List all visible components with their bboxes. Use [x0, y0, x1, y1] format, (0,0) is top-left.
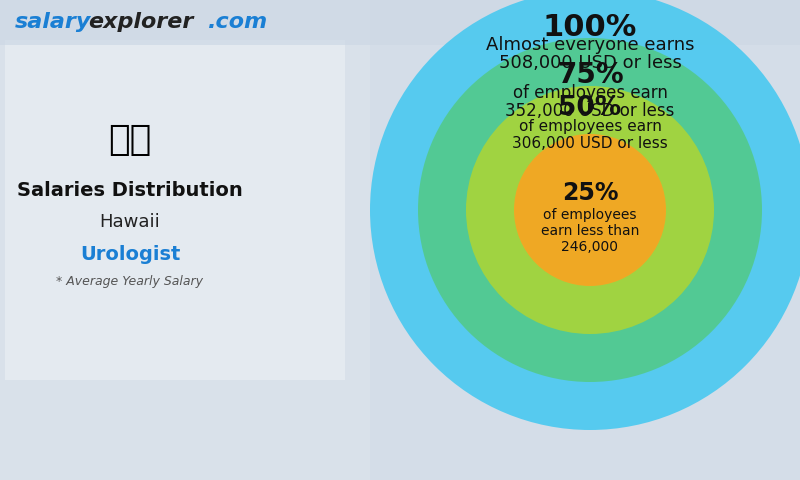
Text: .com: .com	[208, 12, 268, 32]
Text: 🇺🇸: 🇺🇸	[108, 123, 152, 157]
Circle shape	[418, 38, 762, 382]
Bar	[0, 0, 800, 45]
Text: 508,000 USD or less: 508,000 USD or less	[498, 54, 682, 72]
Circle shape	[514, 134, 666, 286]
Text: Almost everyone earns: Almost everyone earns	[486, 36, 694, 54]
Text: 100%: 100%	[543, 12, 637, 41]
Text: 306,000 USD or less: 306,000 USD or less	[512, 136, 668, 152]
Bar	[0, 0, 370, 480]
Text: * Average Yearly Salary: * Average Yearly Salary	[57, 276, 203, 288]
Text: 75%: 75%	[557, 61, 623, 89]
Text: of employees earn: of employees earn	[518, 119, 662, 133]
Text: 25%: 25%	[562, 181, 618, 205]
Text: 352,000 USD or less: 352,000 USD or less	[506, 102, 674, 120]
Text: explorer: explorer	[88, 12, 194, 32]
Text: salary: salary	[15, 12, 91, 32]
Circle shape	[370, 0, 800, 430]
Circle shape	[466, 86, 714, 334]
Text: Urologist: Urologist	[80, 244, 180, 264]
Bar	[5, 40, 345, 380]
Text: of employees: of employees	[543, 208, 637, 222]
Text: of employees earn: of employees earn	[513, 84, 667, 102]
Text: 50%: 50%	[558, 95, 622, 121]
Text: Hawaii: Hawaii	[100, 213, 160, 231]
Text: Salaries Distribution: Salaries Distribution	[17, 180, 243, 200]
Text: earn less than: earn less than	[541, 224, 639, 238]
Text: 246,000: 246,000	[562, 240, 618, 254]
